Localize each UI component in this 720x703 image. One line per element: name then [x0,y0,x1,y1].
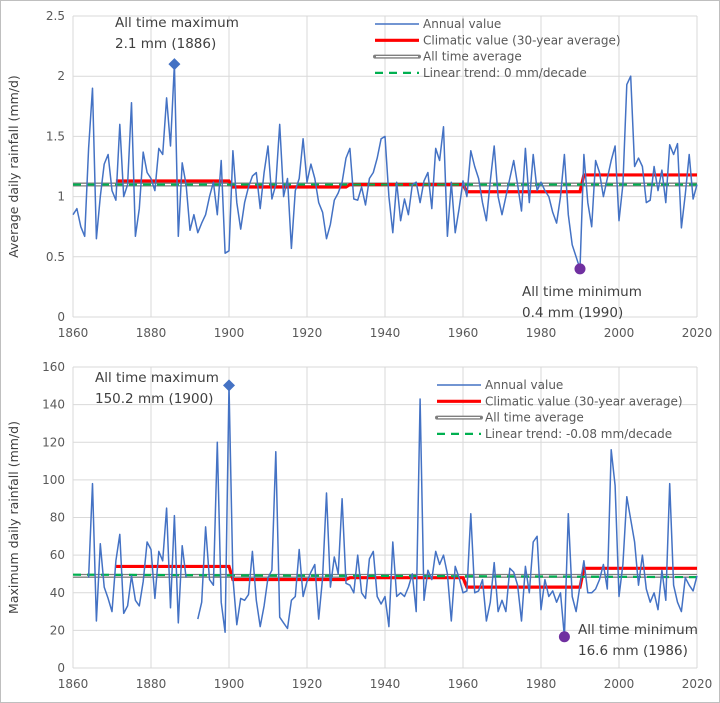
x-tick-label: 2000 [604,677,635,691]
y-tick-label: 160 [42,360,65,374]
x-tick-label: 1880 [136,677,167,691]
legend-label: Linear trend: -0.08 mm/decade [485,427,672,441]
y-tick-label: 1.5 [46,129,65,143]
max-annotation-label: All time maximum [95,370,219,386]
x-tick-label: 1900 [214,677,245,691]
y-tick-label: 0.5 [46,250,65,264]
min-marker-circle [558,631,570,643]
max-marker-diamond [168,58,181,71]
x-tick-label: 1980 [526,677,557,691]
y-tick-label: 1 [57,190,65,204]
min-annotation-label: All time minimum [522,284,642,300]
x-tick-label: 1940 [370,326,401,340]
x-tick-label: 1920 [292,326,323,340]
x-tick-label: 1960 [448,677,479,691]
y-tick-label: 140 [42,398,65,412]
y-tick-label: 60 [50,548,65,562]
x-tick-label: 2000 [604,326,635,340]
max-annotation-label: All time maximum [115,15,239,31]
x-tick-label: 1940 [370,677,401,691]
min-annotation-label: 0.4 mm (1990) [522,305,623,321]
y-axis-title: Average daily rainfall (mm/d) [6,75,21,258]
annual-value-line [87,384,698,638]
max-marker-diamond [223,379,235,392]
y-axis-title: Maximum daily rainfall (mm/d) [6,421,21,614]
x-tick-label: 1880 [136,326,167,340]
chart-panel-2: 0 20 40 60 80 100 120 140 160 1860 1880 1900 1920 194… [6,360,712,691]
min-marker-circle [574,263,586,275]
max-annotation-label: 2.1 mm (1886) [115,36,216,52]
min-annotation-label: All time minimum [578,622,698,638]
x-tick-label: 1980 [526,326,557,340]
y-tick-label: 100 [42,473,65,487]
y-tick-label: 120 [42,435,65,449]
x-tick-label: 2020 [682,326,713,340]
x-tick-label: 1860 [58,677,89,691]
legend-label: All time average [485,411,584,425]
legend-label: Climatic value (30-year average) [485,394,683,408]
chart-panel-1: 0 0.5 1 1.5 2 2.5 1860 1880 1900 1920 1940 1960 1980… [6,9,712,340]
legend-label: All time average [423,50,522,64]
y-tick-label: 0 [57,661,65,675]
x-tick-label: 1900 [214,326,245,340]
legend-label: Annual value [485,378,563,392]
y-tick-label: 0 [57,310,65,324]
x-tick-label: 1960 [448,326,479,340]
max-annotation-label: 150.2 mm (1900) [95,391,213,407]
x-tick-label: 1860 [58,326,89,340]
legend-label: Annual value [423,17,501,31]
x-tick-label: 1920 [292,677,323,691]
annual-value-line [72,63,698,270]
y-tick-label: 20 [50,623,65,637]
y-tick-label: 80 [50,511,65,525]
y-tick-label: 40 [50,586,65,600]
min-annotation-label: 16.6 mm (1986) [578,643,688,659]
legend-label: Linear trend: 0 mm/decade [423,66,587,80]
y-tick-label: 2 [57,69,65,83]
legend-label: Climatic value (30-year average) [423,33,621,47]
x-tick-label: 2020 [682,677,713,691]
y-tick-label: 2.5 [46,9,65,23]
